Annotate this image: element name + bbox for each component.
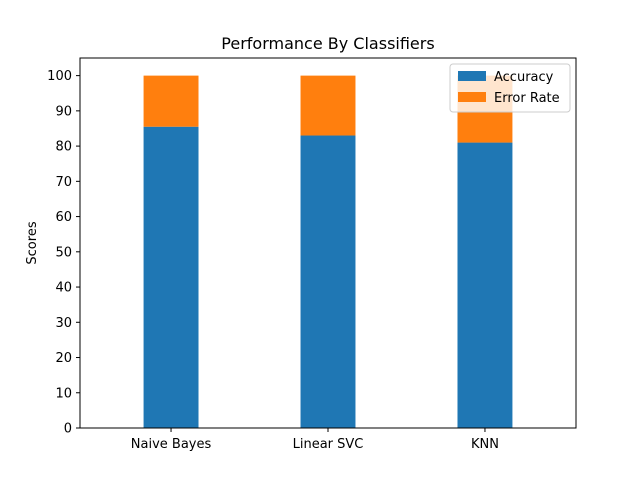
y-tick-label: 20 — [55, 351, 72, 366]
plot-frame — [79, 57, 577, 429]
y-tick-label: 30 — [55, 316, 72, 331]
y-tick-label: 50 — [55, 245, 72, 260]
y-tick-label: 100 — [47, 69, 72, 84]
bar-accuracy-1 — [300, 135, 356, 428]
bar-accuracy-0 — [143, 126, 199, 429]
y-tick-label: 70 — [55, 175, 72, 190]
bars-group — [143, 75, 513, 429]
x-tick-label: KNN — [471, 437, 499, 452]
chart-title: Performance By Classifiers — [221, 34, 434, 53]
y-tick-label: 80 — [55, 140, 72, 155]
y-tick-label: 40 — [55, 281, 72, 296]
x-axis: Naive Bayes Linear SVC KNN — [131, 428, 499, 452]
bar-accuracy-2 — [457, 142, 513, 428]
y-tick-label: 10 — [55, 386, 72, 401]
y-axis-label: Scores — [25, 221, 40, 264]
legend-swatch — [458, 92, 486, 102]
bar-error-rate-1 — [300, 75, 356, 136]
y-tick-label: 0 — [64, 422, 72, 437]
legend-label: Error Rate — [494, 91, 560, 106]
x-tick-label: Naive Bayes — [131, 437, 212, 452]
y-tick-label: 90 — [55, 104, 72, 119]
legend: Accuracy Error Rate — [449, 63, 571, 113]
legend-swatch — [458, 71, 486, 81]
y-axis: 0 10 20 30 40 50 60 70 80 90 100 — [47, 69, 80, 437]
legend-label: Accuracy — [494, 70, 554, 85]
bar-error-rate-0 — [143, 75, 199, 127]
y-tick-label: 60 — [55, 210, 72, 225]
x-tick-label: Linear SVC — [293, 437, 364, 452]
